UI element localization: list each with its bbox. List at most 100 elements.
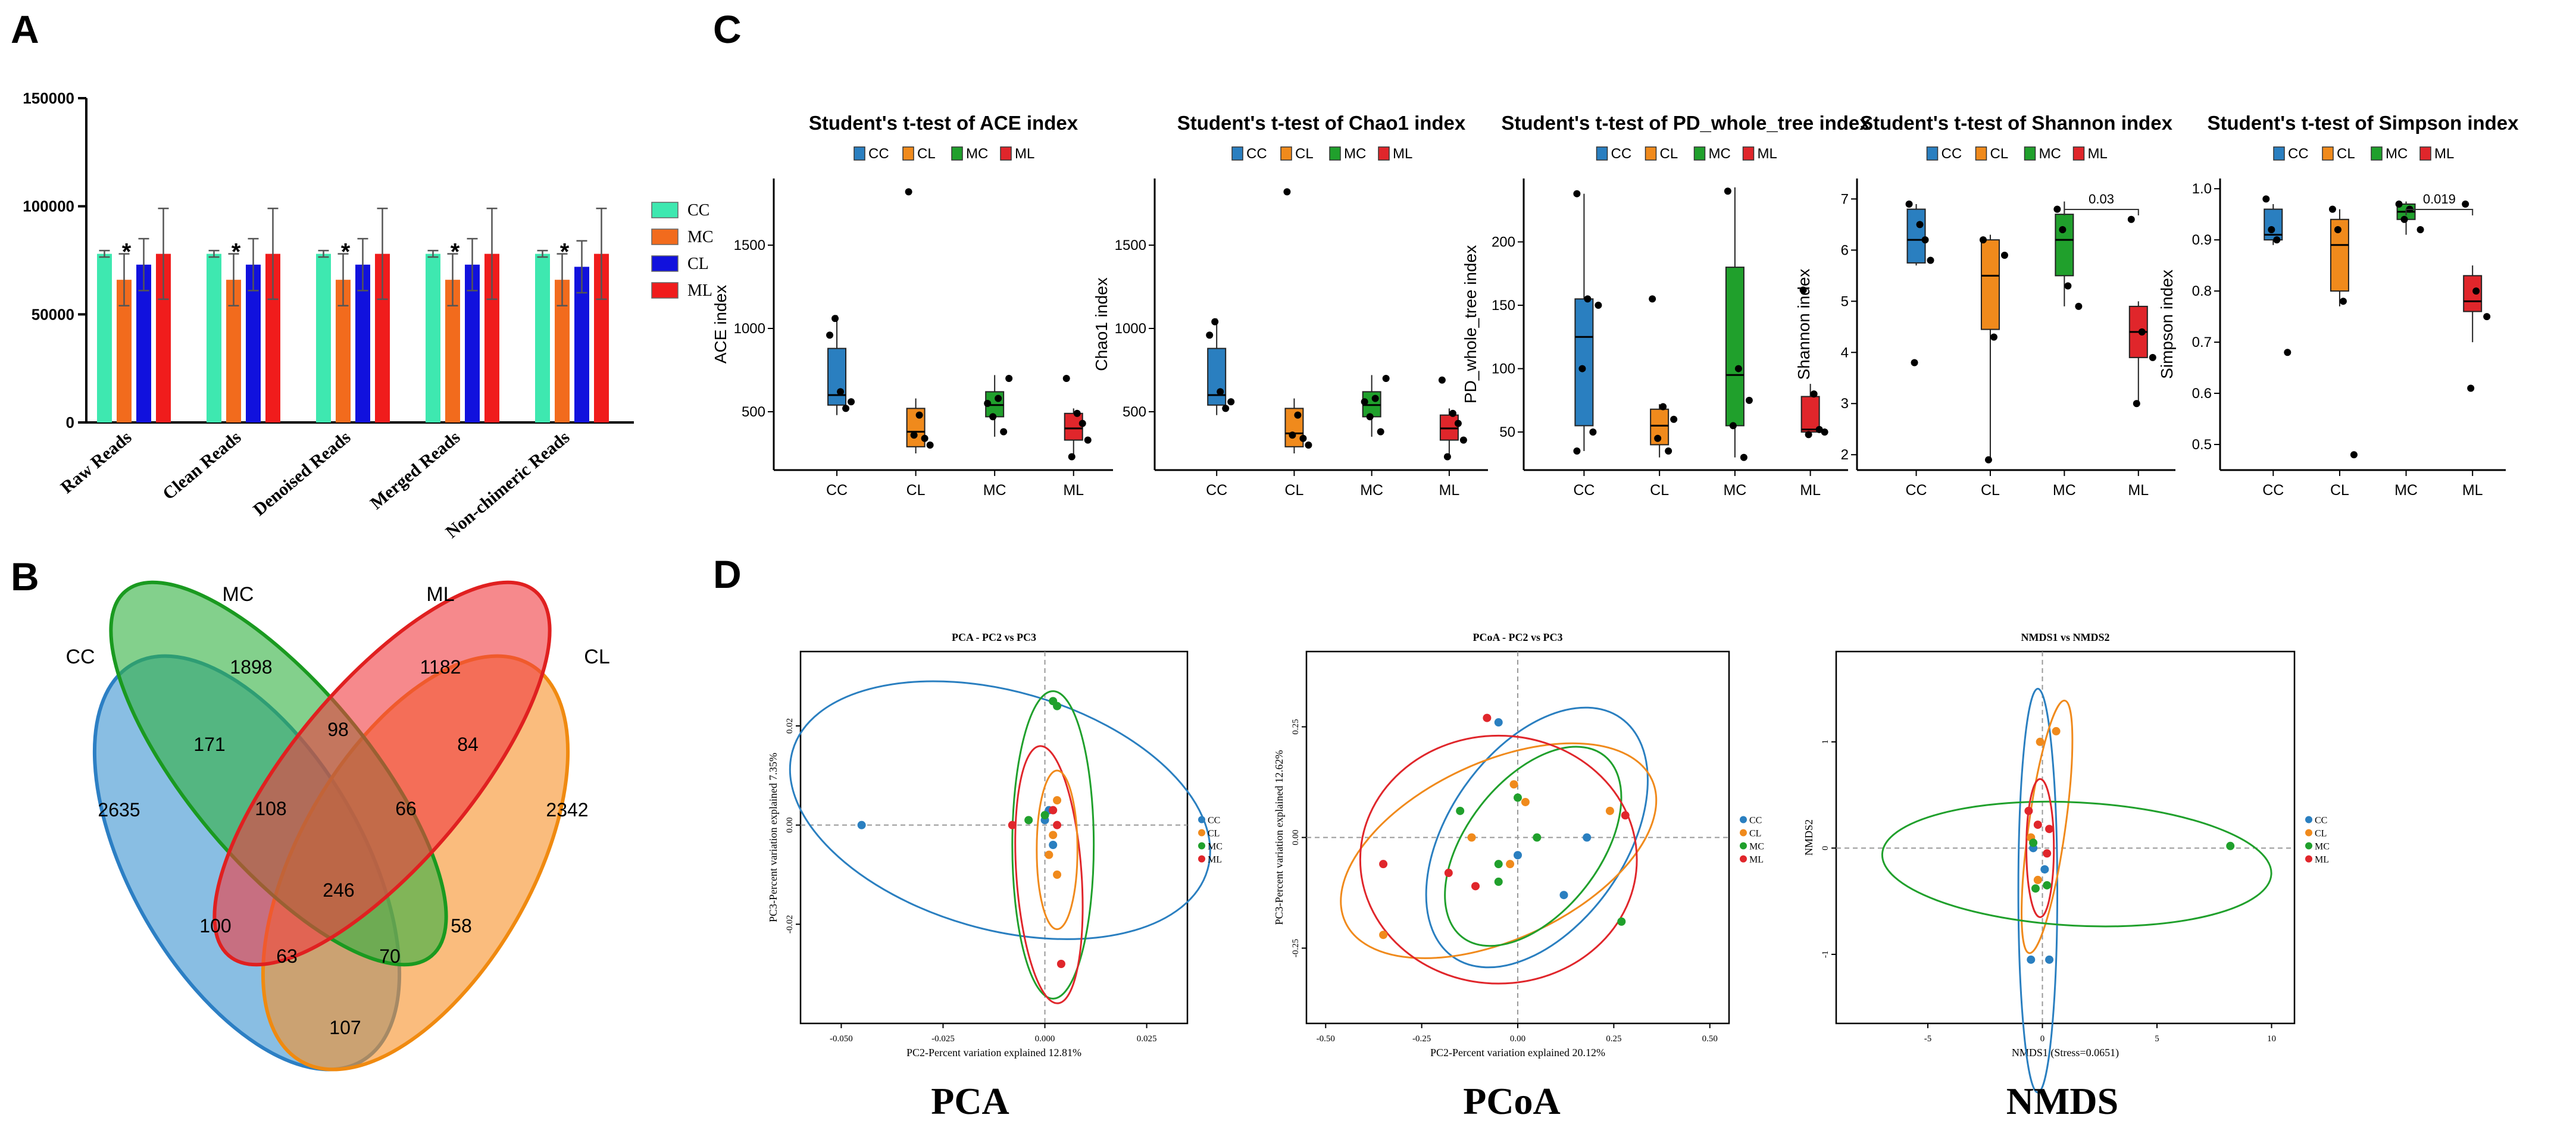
sample-point-mc (1024, 816, 1033, 825)
legend-swatch (1378, 146, 1390, 161)
y-tick-label: 5 (1841, 293, 1849, 309)
data-point (2284, 349, 2291, 356)
legend-label: MC (1344, 146, 1366, 162)
x-tick-label: 0.025 (1137, 1034, 1157, 1044)
x-tick-label: Non-chimeric Reads (442, 427, 574, 542)
legend-label: ML (687, 281, 712, 300)
x-tick-label: CL (906, 482, 926, 499)
sample-point-ml (1621, 811, 1630, 820)
boxplot-panel: Student's t-test of Chao1 index CC CL MC ML 5… (1092, 112, 1488, 499)
ordination-caption: NMDS (2006, 1080, 2118, 1121)
sample-point-ml (1056, 960, 1065, 968)
venn-diagram: CC MC ML CL 2635 1898 1182 2342 171 98 84 107 108 66 1… (65, 580, 610, 1072)
y-axis-label: Chao1 index (1092, 277, 1111, 371)
legend-swatch (651, 228, 679, 245)
x-tick-label: MC (2053, 482, 2076, 499)
y-tick-label: 3 (1841, 396, 1849, 412)
x-tick-label: CL (1284, 482, 1303, 499)
venn-count: 84 (457, 734, 479, 755)
sample-point-cl (1506, 860, 1515, 869)
data-point (2472, 287, 2480, 295)
data-point (1984, 456, 1992, 464)
ordination-plots: PCA - PC2 vs PC3-0.050 -0.025 0.000 0.025-0… (767, 631, 2330, 1121)
plot-frame (1835, 650, 2296, 1025)
y-tick-label: 150000 (23, 89, 74, 107)
data-point (1217, 388, 1224, 396)
y-tick-label: 500 (742, 404, 765, 420)
sample-point-mc (2226, 841, 2235, 850)
data-point (2462, 200, 2469, 208)
boxplot-panel: Student's t-test of Simpson index CC CL MC M… (2158, 112, 2519, 499)
y-tick-label: 0.5 (2192, 437, 2212, 453)
legend-swatch (651, 255, 679, 272)
legend-swatch (1596, 146, 1608, 161)
data-point (1078, 419, 1086, 427)
venn-count: 171 (193, 734, 225, 755)
legend-label: MC (2315, 842, 2330, 852)
ordination-panel: PCA - PC2 vs PC3 -0.050 -0.025 0.000 0.025 -0… (767, 631, 1223, 1121)
y-tick-label: 100000 (23, 198, 74, 215)
legend-swatch (951, 146, 963, 161)
significance-star: * (451, 239, 460, 265)
data-point (1371, 394, 1379, 402)
data-point (1366, 413, 1374, 421)
data-point (1799, 286, 1807, 294)
x-tick-label: 10 (2267, 1034, 2276, 1044)
legend-label: CL (1208, 829, 1220, 839)
legend-swatch (2371, 146, 2383, 161)
significance-star: * (560, 239, 570, 265)
legend-label: CC (868, 146, 889, 162)
venn-count: 66 (395, 798, 417, 819)
data-point (1665, 447, 1672, 455)
data-point (1724, 187, 1731, 195)
x-tick-label: 0.000 (1035, 1034, 1055, 1044)
venn-count: 98 (327, 719, 349, 740)
y-tick-label: -0.25 (1291, 939, 1300, 957)
data-point (2416, 226, 2424, 233)
legend-marker (1740, 829, 1747, 837)
legend-label: CC (1246, 146, 1267, 162)
sample-point-cc (857, 821, 866, 829)
y-tick-label: 4 (1841, 345, 1849, 361)
x-tick-label: CL (2330, 482, 2349, 499)
legend-label: MC (1709, 146, 1731, 162)
legend-swatch (2419, 146, 2431, 161)
legend-label: CC (1942, 146, 1962, 162)
confidence-ellipse-ml (1014, 745, 1084, 1004)
venn-count: 108 (255, 798, 286, 819)
ordination-title: PCoA - PC2 vs PC3 (1473, 631, 1563, 643)
legend-label: ML (2088, 146, 2108, 162)
data-point (926, 441, 934, 449)
x-tick-label: 0.25 (1606, 1034, 1621, 1044)
data-point (1573, 447, 1581, 455)
legend-label: CC (2315, 816, 2327, 826)
data-point (1740, 453, 1747, 461)
x-tick-label: CC (826, 482, 848, 499)
sample-point-ml (1379, 860, 1388, 869)
y-tick-label: 0.8 (2192, 283, 2212, 299)
legend-swatch (902, 146, 914, 161)
ordination-title: PCA - PC2 vs PC3 (952, 631, 1036, 643)
legend-swatch (1280, 146, 1292, 161)
data-point (921, 434, 929, 442)
x-tick-label: 0 (2040, 1034, 2045, 1044)
venn-set-label: CC (65, 646, 95, 668)
bar (316, 253, 331, 422)
sample-point-cl (1053, 871, 1062, 879)
legend-marker (1198, 842, 1205, 850)
data-point (1449, 409, 1456, 417)
x-tick-label: -0.50 (1317, 1034, 1335, 1044)
confidence-ellipse-ml (2025, 778, 2055, 918)
legend-label: CC (1611, 146, 1632, 162)
legend-label: MC (687, 228, 714, 246)
legend-label: ML (1749, 855, 1764, 865)
legend-label: MC (2386, 146, 2408, 162)
confidence-ellipse-cc (2017, 688, 2059, 1094)
data-point (1927, 256, 1934, 264)
confidence-ellipse-cl (1036, 769, 1078, 931)
data-point (2483, 313, 2491, 321)
data-point (842, 405, 850, 412)
data-point (905, 188, 912, 196)
panel-label-c: C (713, 7, 742, 51)
